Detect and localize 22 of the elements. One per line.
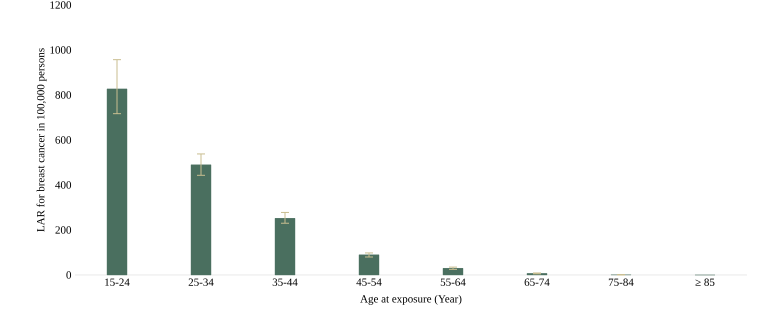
x-tick-label: 35-44 [272, 278, 298, 286]
y-tick-label: 600 [55, 136, 72, 144]
x-tick-label: 75-84 [608, 278, 634, 286]
y-tick-label: 200 [55, 226, 72, 234]
x-tick-label: ≥ 85 [696, 278, 714, 286]
x-tick-label: 25-34 [188, 278, 214, 286]
y-tick-label: 800 [55, 91, 72, 99]
x-tick-label: 55-64 [440, 278, 466, 286]
bar [442, 268, 464, 276]
y-tick-label: 0 [66, 271, 72, 279]
bar [274, 218, 296, 276]
y-tick-label: 400 [55, 181, 72, 189]
x-tick-label: 15-24 [105, 278, 130, 286]
bar [106, 88, 128, 276]
x-tick-label: 45-54 [356, 278, 382, 286]
y-tick-label: 1000 [50, 46, 72, 54]
x-tick-label: 65-74 [524, 278, 550, 286]
x-axis-title: Age at exposure (Year) [360, 294, 462, 305]
bar [358, 254, 380, 276]
y-tick-label: 1200 [50, 1, 72, 9]
y-axis-title: LAR for breast cancer in 100,000 persons [36, 48, 47, 232]
bar [190, 164, 212, 276]
